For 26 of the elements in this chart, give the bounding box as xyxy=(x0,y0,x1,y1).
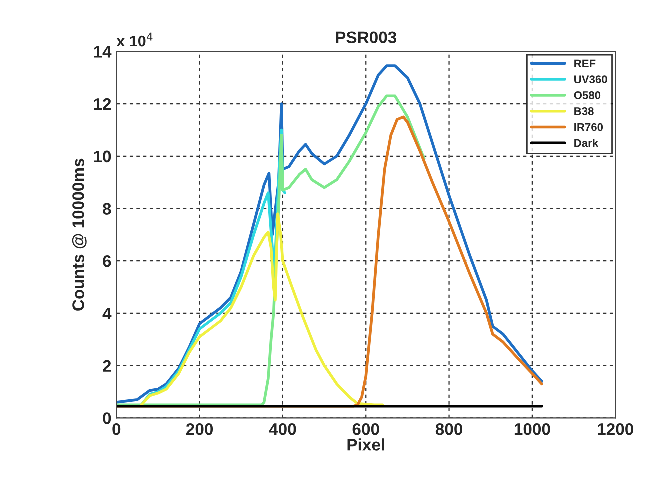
y-tick-label: 4 xyxy=(102,308,112,320)
y-tick-label: 14 xyxy=(94,46,112,58)
legend-label: O580 xyxy=(574,92,601,100)
y-tick-label: 0 xyxy=(103,412,112,424)
x-tick-label: 0 xyxy=(112,424,121,436)
legend-label: UV360 xyxy=(574,76,608,84)
y-tick-label: 10 xyxy=(94,150,112,163)
x-tick-label: 1000 xyxy=(514,424,550,436)
legend-label: IR760 xyxy=(574,123,604,132)
y-axis-title: Counts @ 10000ms xyxy=(72,158,87,311)
text: x 10$^{4}$ xyxy=(116,32,153,47)
chart-title: PSR003 xyxy=(336,32,397,44)
y-tick-label: 2 xyxy=(103,360,112,372)
y-tick-label: 6 xyxy=(103,256,112,268)
legend-label: Dark xyxy=(574,139,599,148)
line-series xyxy=(140,212,384,406)
y-tick-label: 8 xyxy=(103,203,112,215)
legend-label: REF xyxy=(574,60,596,68)
x-tick-label: 1200 xyxy=(598,424,634,436)
legend-label: B38 xyxy=(574,107,594,116)
x-axis-title: Pixel xyxy=(348,438,384,451)
x-tick-label: 400 xyxy=(269,424,296,436)
x-tick-label: 800 xyxy=(436,424,462,436)
x-tick-label: 200 xyxy=(186,424,214,436)
x-tick-label: 600 xyxy=(352,424,380,436)
y-tick-label: 12 xyxy=(94,98,112,110)
